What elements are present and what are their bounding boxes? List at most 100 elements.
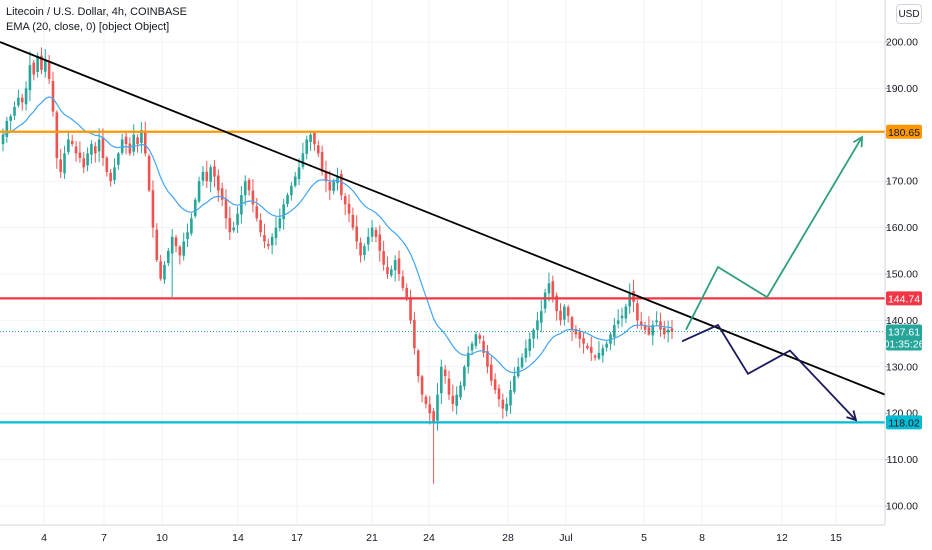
x-tick-label: 14 [232, 532, 244, 544]
candle-body [636, 303, 639, 321]
x-tick-label: 21 [366, 532, 378, 544]
candle [555, 292, 558, 321]
symbol-title[interactable]: Litecoin / U.S. Dollar, 4h, COINBASE [6, 6, 187, 18]
candle-body [436, 394, 439, 421]
candle-body [247, 179, 251, 191]
candle-body [340, 173, 343, 196]
candle-body [197, 181, 201, 202]
candle [393, 255, 397, 282]
x-tick-label: 8 [699, 532, 705, 544]
candle-body [520, 357, 524, 368]
candle [328, 170, 332, 201]
candle-body [74, 146, 78, 154]
candle [63, 145, 66, 179]
candle-body [117, 153, 120, 165]
candle [205, 161, 209, 188]
candle [17, 89, 20, 108]
candle-body [416, 350, 420, 377]
candle [243, 175, 247, 206]
candle [124, 130, 128, 155]
candle [436, 383, 439, 431]
candle-body [201, 171, 205, 181]
y-tick-label: 160.00 [886, 222, 918, 234]
candle-body [647, 327, 651, 335]
candle [474, 331, 478, 349]
candle-body [140, 130, 143, 143]
candle-body [413, 319, 416, 349]
candle-body [17, 97, 20, 106]
candle [109, 169, 112, 187]
candle [455, 386, 458, 415]
candle-body [643, 325, 647, 330]
candle-body [397, 258, 401, 274]
candle-body [463, 366, 466, 387]
candle [113, 158, 116, 185]
candle [316, 140, 320, 158]
candle [101, 128, 105, 166]
candle-body [136, 137, 139, 145]
candle-body [151, 190, 155, 228]
candle [313, 131, 316, 151]
candle-body [193, 199, 197, 217]
bear-arrowhead [846, 410, 858, 422]
x-tick-label: 7 [101, 532, 107, 544]
candle [539, 299, 543, 333]
time-axis-bg [0, 525, 932, 550]
candle [247, 178, 251, 196]
candle [401, 270, 405, 291]
candle [213, 159, 216, 188]
candle-body [47, 62, 51, 80]
candle [343, 193, 347, 216]
candle [266, 238, 270, 250]
ema-indicator-label[interactable]: EMA (20, close, 0) [object Object] [6, 21, 170, 33]
candle [443, 364, 447, 384]
candle-body [374, 229, 378, 237]
candle-body [486, 351, 489, 367]
candle [520, 353, 524, 369]
candle [505, 397, 508, 417]
candle [616, 309, 620, 329]
candle [51, 71, 55, 117]
candle [293, 171, 297, 188]
candle-body [478, 335, 482, 339]
price-axis-bg [885, 0, 932, 525]
candle [209, 164, 212, 193]
candle [532, 328, 535, 349]
candle [486, 345, 489, 374]
candle [24, 81, 28, 111]
candle-body [570, 317, 574, 330]
candle [224, 189, 228, 230]
candle-body [589, 346, 593, 353]
candle-body [578, 331, 582, 339]
candle [370, 219, 374, 243]
y-tick-label: 170.00 [886, 176, 918, 188]
candle [82, 151, 86, 174]
candle [493, 373, 497, 394]
candle-body [505, 403, 508, 411]
candle [220, 182, 224, 207]
candle [651, 320, 655, 346]
candle-body [236, 213, 239, 225]
last-price-tag-text: 137.61 [888, 326, 920, 338]
candle-body [651, 325, 655, 336]
candle-body [532, 329, 535, 339]
currency-button[interactable]: USD [896, 4, 922, 24]
candle-body [124, 136, 128, 145]
candle-body [432, 411, 435, 423]
candle-body [616, 320, 620, 324]
candle-body [13, 106, 16, 116]
candle [563, 304, 566, 326]
support-price-tag-bg [886, 415, 922, 430]
candle [643, 321, 647, 335]
candle-body [620, 315, 624, 319]
candle-body [51, 81, 55, 112]
candle-body [59, 159, 62, 172]
candle [543, 288, 547, 314]
candle [155, 223, 159, 263]
mid-level-price-tag: 144.74 [886, 291, 922, 306]
candle [13, 101, 16, 121]
candle [270, 233, 274, 255]
candle-body [270, 236, 274, 246]
candle [463, 364, 466, 391]
